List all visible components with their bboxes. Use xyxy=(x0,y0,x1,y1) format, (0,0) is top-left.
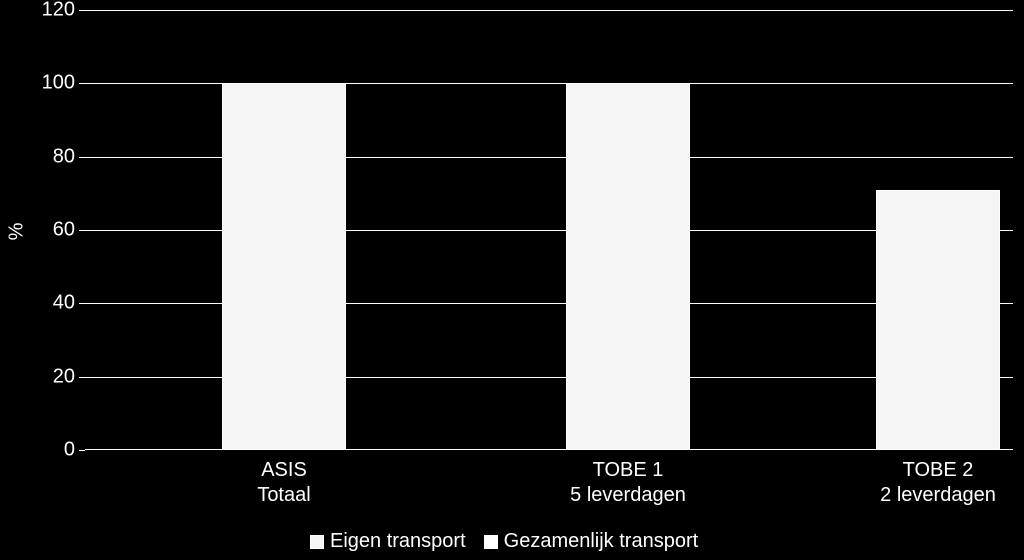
ytick-label: 0 xyxy=(35,439,75,462)
category-label: ASIS Totaal xyxy=(184,458,384,508)
legend-label: Gezamenlijk transport xyxy=(504,530,699,553)
bar xyxy=(566,83,690,450)
ytick-mark xyxy=(79,230,85,231)
ytick-mark xyxy=(79,10,85,11)
ytick-label: 40 xyxy=(35,292,75,315)
category-label: TOBE 2 2 leverdagen xyxy=(838,458,1024,508)
legend: Eigen transport Gezamenlijk transport xyxy=(310,530,698,553)
ytick-label: 100 xyxy=(35,72,75,95)
plot-area xyxy=(85,10,1013,450)
ytick-label: 120 xyxy=(35,0,75,22)
legend-item: Eigen transport xyxy=(310,530,466,553)
ytick-label: 20 xyxy=(35,365,75,388)
bar xyxy=(876,190,1000,450)
category-label: TOBE 1 5 leverdagen xyxy=(528,458,728,508)
ytick-mark xyxy=(79,450,85,451)
chart-container: % Eigen transport Gezamenlijk transport 0… xyxy=(0,0,1024,560)
y-axis-label: % xyxy=(5,223,28,241)
ytick-mark xyxy=(79,377,85,378)
legend-label: Eigen transport xyxy=(330,530,466,553)
legend-swatch xyxy=(484,535,498,549)
bar xyxy=(222,83,346,450)
legend-swatch xyxy=(310,535,324,549)
ytick-mark xyxy=(79,157,85,158)
ytick-label: 80 xyxy=(35,145,75,168)
gridline xyxy=(85,10,1013,11)
ytick-mark xyxy=(79,303,85,304)
legend-item: Gezamenlijk transport xyxy=(484,530,699,553)
ytick-mark xyxy=(79,83,85,84)
ytick-label: 60 xyxy=(35,219,75,242)
